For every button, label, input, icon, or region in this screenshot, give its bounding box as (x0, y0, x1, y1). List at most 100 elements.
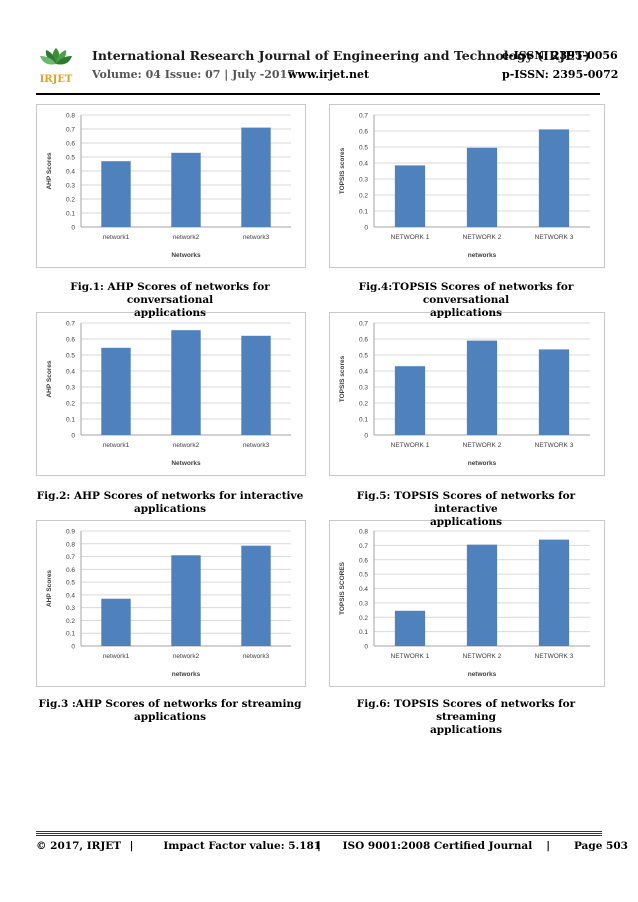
caption-line: Fig.4:TOPSIS Scores of networks for conv… (358, 281, 574, 306)
bar (538, 539, 570, 646)
x-axis-label: networks (468, 460, 497, 467)
chart-fig4-topsis-conversational: 0 0.1 0.2 0.3 0.4 0.5 0.6 0.7 NETWORK 1 NETWORK 2… (329, 104, 605, 268)
bar (466, 544, 498, 646)
x-tick-label: network1 (103, 234, 130, 241)
caption-line: Fig.3 :AHP Scores of networks for stream… (38, 698, 302, 710)
y-tick-label: 0.3 (359, 177, 368, 184)
x-tick-label: network3 (243, 653, 270, 660)
y-tick-label: 0.8 (359, 529, 368, 536)
x-axis-label: Networks (171, 460, 201, 467)
y-tick-label: 0.4 (359, 586, 368, 593)
y-tick-label: 0.7 (359, 113, 368, 120)
caption-line: Fig.2: AHP Scores of networks for intera… (36, 490, 304, 502)
y-tick-label: 0.4 (66, 169, 75, 176)
footer-separator: | (316, 840, 321, 852)
x-tick-label: network2 (173, 653, 200, 660)
y-tick-label: 0.2 (66, 618, 75, 625)
x-tick-label: NETWORK 3 (535, 442, 574, 449)
x-axis-label: networks (468, 671, 497, 678)
caption-line: Fig.6: TOPSIS Scores of networks for str… (356, 698, 576, 723)
x-tick-label: NETWORK 2 (463, 442, 502, 449)
y-tick-label: 0.6 (66, 337, 75, 344)
figure-caption-6: Fig.6: TOPSIS Scores of networks for str… (326, 698, 606, 737)
y-tick-label: 0.2 (66, 401, 75, 408)
bar (466, 147, 498, 227)
logo-text: IRJET (40, 74, 73, 85)
footer-separator: | (129, 840, 134, 852)
caption-line: Fig.5: TOPSIS Scores of networks for int… (356, 490, 576, 515)
x-tick-label: NETWORK 3 (535, 234, 574, 241)
y-tick-label: 0.6 (66, 141, 75, 148)
figure-caption-4: Fig.4:TOPSIS Scores of networks for conv… (326, 281, 606, 320)
page-header: IRJET International Research Journal of … (0, 40, 638, 90)
caption-line: applications (133, 711, 207, 723)
bar (538, 129, 570, 227)
x-axis-label: networks (172, 671, 201, 678)
journal-title: International Research Journal of Engine… (92, 48, 591, 63)
y-tick-label: 0.4 (359, 161, 368, 168)
y-tick-label: 0.3 (66, 183, 75, 190)
y-tick-label: 0.5 (66, 155, 75, 162)
y-tick-label: 0.2 (359, 615, 368, 622)
x-tick-label: NETWORK 2 (463, 653, 502, 660)
y-tick-label: 0.4 (66, 369, 75, 376)
irjet-logo-icon: IRJET (40, 48, 73, 85)
y-tick-label: 0.3 (66, 385, 75, 392)
volume-issue: Volume: 04 Issue: 07 | July -2017 (92, 68, 295, 81)
x-tick-label: NETWORK 2 (463, 234, 502, 241)
pissn: p-ISSN: 2395-0072 (502, 68, 619, 81)
x-axis-label: Networks (171, 252, 201, 259)
y-tick-label: 0.5 (66, 353, 75, 360)
x-tick-label: network2 (173, 234, 200, 241)
y-axis-label: AHP Scores (46, 152, 53, 189)
footer-rule-line (36, 835, 602, 836)
y-tick-label: 0.7 (359, 543, 368, 550)
y-axis-label: TOPSIS SCORES (339, 561, 346, 615)
bar (394, 610, 426, 646)
y-tick-label: 0.5 (359, 145, 368, 152)
figure-caption-1: Fig.1: AHP Scores of networks for conver… (36, 281, 304, 320)
y-tick-label: 0 (71, 644, 75, 651)
figure-caption-2: Fig.2: AHP Scores of networks for intera… (36, 490, 304, 516)
bar (171, 152, 201, 227)
x-tick-label: NETWORK 1 (391, 653, 430, 660)
bar (101, 347, 131, 435)
x-tick-label: NETWORK 1 (391, 234, 430, 241)
y-tick-label: 0.7 (66, 127, 75, 134)
x-tick-label: network2 (173, 442, 200, 449)
bar (466, 340, 498, 435)
figure-caption-5: Fig.5: TOPSIS Scores of networks for int… (326, 490, 606, 529)
bar-chart-svg: 0 0.1 0.2 0.3 0.4 0.5 0.6 0.7 network1 network2 ne… (46, 321, 291, 467)
header-rule (36, 93, 600, 95)
y-tick-label: 0.5 (359, 572, 368, 579)
y-tick-label: 0 (364, 225, 368, 232)
y-tick-label: 0.6 (359, 557, 368, 564)
y-tick-label: 0.9 (66, 529, 75, 536)
y-tick-label: 0.6 (359, 129, 368, 136)
y-tick-label: 0.3 (359, 385, 368, 392)
y-tick-label: 0.5 (66, 580, 75, 587)
y-tick-label: 0 (71, 225, 75, 232)
bar-chart-svg: 0 0.1 0.2 0.3 0.4 0.5 0.6 0.7 NETWORK 1 NETWORK 2… (339, 113, 590, 259)
y-tick-label: 0.7 (359, 321, 368, 328)
y-tick-label: 0.1 (359, 209, 368, 216)
chart-fig2-ahp-interactive: 0 0.1 0.2 0.3 0.4 0.5 0.6 0.7 network1 network2 ne… (36, 312, 306, 476)
bar (241, 545, 271, 646)
chart-fig3-ahp-streaming: 0 0.1 0.2 0.3 0.4 0.5 0.6 0.7 0.8 0.9 network1 netw… (36, 520, 306, 687)
bar (394, 366, 426, 435)
bar-chart-svg: 0 0.1 0.2 0.3 0.4 0.5 0.6 0.7 0.8 network1 network… (46, 113, 291, 259)
caption-line: applications (133, 503, 207, 515)
footer-separator: | (546, 840, 551, 852)
y-tick-label: 0.3 (66, 605, 75, 612)
y-tick-label: 0.1 (66, 631, 75, 638)
y-tick-label: 0 (71, 433, 75, 440)
y-tick-label: 0 (364, 644, 368, 651)
caption-line: applications (429, 724, 503, 736)
footer-rule-line (36, 831, 602, 832)
y-tick-label: 0.1 (359, 417, 368, 424)
y-axis-label: AHP Scores (46, 360, 53, 397)
bar-chart-svg: 0 0.1 0.2 0.3 0.4 0.5 0.6 0.7 0.8 0.9 network1 netw… (46, 529, 291, 678)
footer-page-number: Page 503 (573, 840, 628, 852)
eissn: e-ISSN: 2395-0056 (502, 49, 618, 62)
y-axis-label: TOPSIS scores (339, 355, 346, 402)
